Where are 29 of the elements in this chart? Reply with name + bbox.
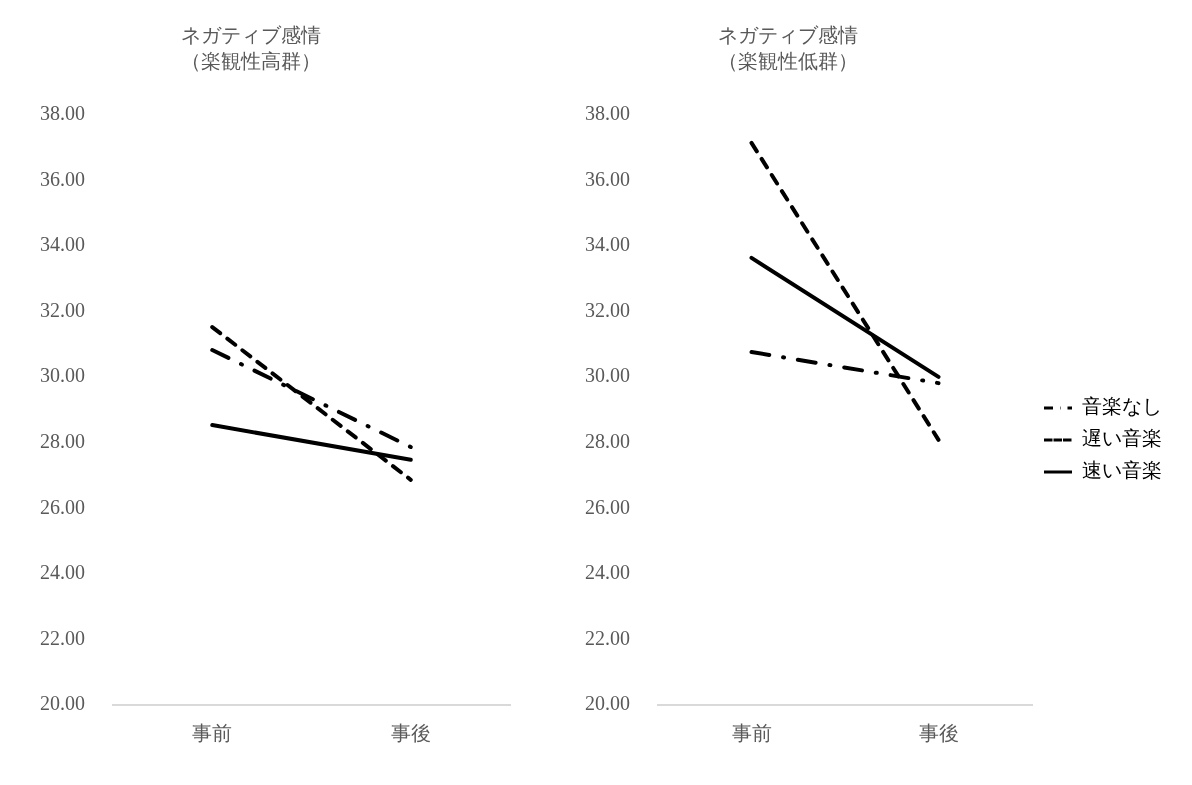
y-tick-label: 32.00 [585,298,630,321]
x-tick-label: 事前 [731,722,772,745]
y-tick-label: 24.00 [40,561,85,584]
y-tick-label: 20.00 [40,692,85,715]
y-tick-label: 26.00 [585,495,630,518]
y-tick-label: 30.00 [40,364,85,387]
y-tick-label: 26.00 [40,495,85,518]
y-tick-label: 24.00 [585,561,630,584]
y-tick-label: 38.00 [585,102,630,125]
y-tick-label: 34.00 [40,233,85,256]
chart-title: ネガティブ感情（楽観性高群） [180,23,322,74]
legend-label: 音楽なし [1082,395,1162,418]
y-tick-label: 34.00 [585,233,630,256]
legend-label: 速い音楽 [1082,459,1162,482]
legend-label: 遅い音楽 [1082,427,1162,450]
y-tick-label: 38.00 [40,102,85,125]
y-tick-label: 22.00 [585,626,630,649]
x-tick-label: 事前 [192,722,233,745]
y-tick-label: 36.00 [40,167,85,190]
y-tick-label: 36.00 [585,167,630,190]
y-tick-label: 20.00 [585,692,630,715]
x-tick-label: 事後 [918,722,959,745]
x-tick-label: 事後 [390,722,431,745]
y-tick-label: 22.00 [40,626,85,649]
y-tick-label: 30.00 [585,364,630,387]
y-tick-label: 28.00 [585,430,630,453]
chart-title: ネガティブ感情（楽観性低群） [717,23,859,74]
y-tick-label: 28.00 [40,430,85,453]
y-tick-label: 32.00 [40,298,85,321]
